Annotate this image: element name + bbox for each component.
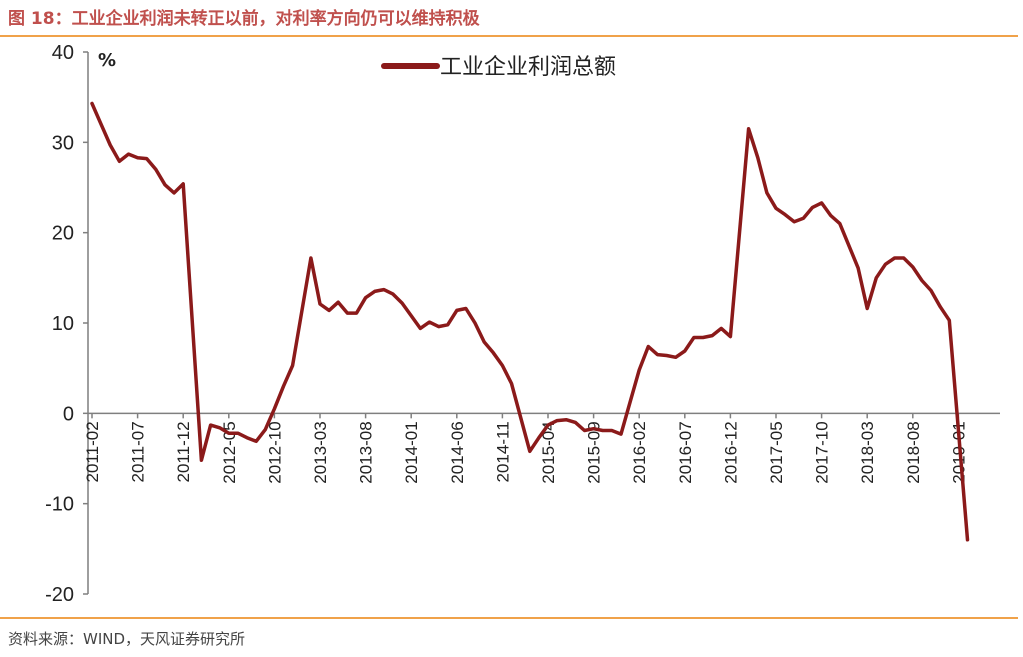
bottom-divider [0, 617, 1018, 619]
y-tick-label: 40 [52, 42, 74, 64]
y-tick-label: 0 [63, 403, 74, 425]
x-axis: 2011-02 2011-07 2011-12 2012-05 2012-10 2013-… [83, 412, 1000, 484]
top-divider [0, 35, 1018, 37]
figure-title: 图 18：工业企业利润未转正以前，对利率方向仍可以维持积极 [8, 9, 480, 29]
y-tick-label: -10 [45, 494, 74, 516]
x-tick-label: 2012-05 [220, 421, 239, 483]
x-tick-label: 2015-09 [585, 421, 604, 483]
x-tick-label: 2017-05 [767, 421, 786, 483]
x-tick-label: 2011-12 [174, 421, 193, 482]
x-tick-label: 2013-03 [311, 421, 330, 483]
legend-label: 工业企业利润总额 [440, 55, 616, 80]
x-tick-label: 2014-01 [402, 421, 421, 483]
x-tick-label: 2013-08 [357, 421, 376, 483]
series-layer [90, 101, 970, 542]
y-tick-label: -20 [45, 584, 74, 606]
x-tick-label: 2015-04 [539, 421, 558, 483]
unit-label: % [98, 50, 116, 71]
x-tick-label: 2014-11 [493, 421, 512, 482]
y-tick-label: 30 [52, 132, 74, 154]
x-tick-label: 2011-02 [83, 421, 102, 482]
series-line [90, 101, 970, 542]
x-tick-label: 2016-02 [630, 421, 649, 483]
x-tick-label: 2018-03 [858, 421, 877, 483]
x-tick-label: 2014-06 [448, 421, 467, 483]
x-tick-label: 2011-07 [129, 421, 148, 482]
y-tick-label: 20 [52, 223, 74, 245]
legend: 工业企业利润总额 [381, 55, 616, 80]
x-tick-label: 2017-10 [813, 421, 832, 483]
x-tick-label: 2016-07 [676, 421, 695, 483]
x-tick-label: 2018-08 [904, 421, 923, 483]
y-axis: -20 -10 0 10 20 30 40 [45, 42, 89, 606]
x-tick-label: 2016-12 [721, 421, 740, 483]
source-note: 资料来源：WIND，天风证券研究所 [8, 630, 246, 648]
y-tick-label: 10 [52, 313, 74, 335]
x-tick-label: 2012-10 [265, 421, 284, 483]
